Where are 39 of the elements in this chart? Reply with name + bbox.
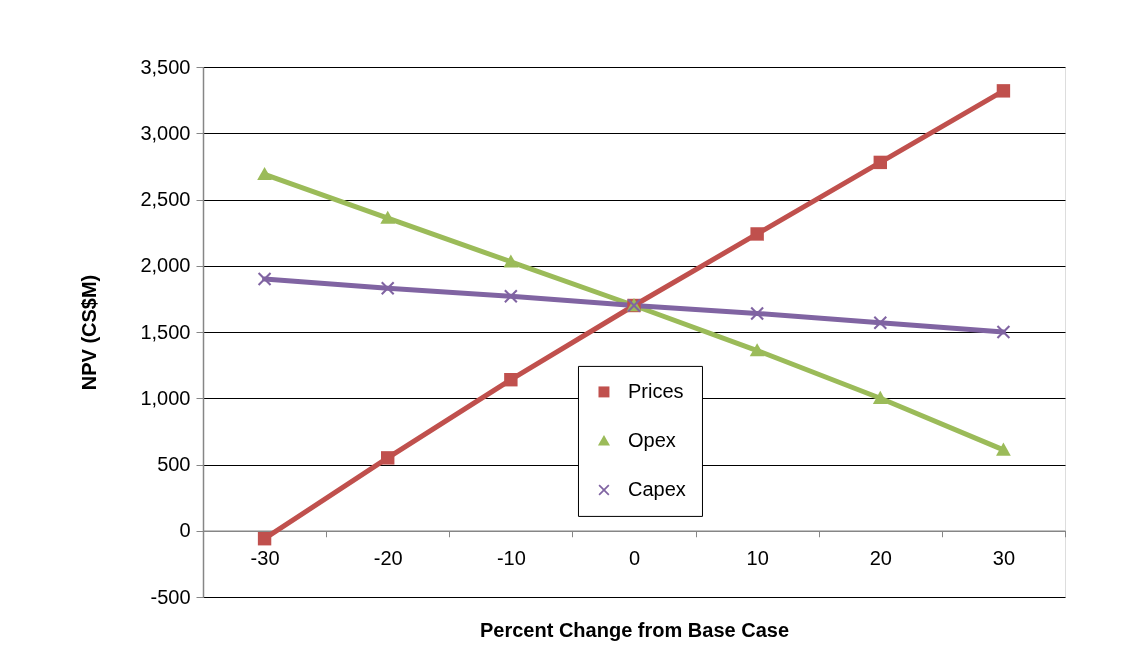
point xyxy=(996,84,1011,98)
legend-label: Capex xyxy=(627,477,686,500)
point xyxy=(996,442,1011,456)
point xyxy=(381,451,395,465)
point xyxy=(750,306,764,321)
y-tick-label: -500 xyxy=(150,585,191,608)
point xyxy=(504,372,518,387)
point xyxy=(872,390,888,404)
point xyxy=(504,289,518,303)
x-tick-label: 30 xyxy=(992,547,1016,570)
y-tick-label: 500 xyxy=(157,453,191,475)
y-tick-label: 3,000 xyxy=(140,121,191,144)
y-tick-label: 2,000 xyxy=(140,254,191,277)
point xyxy=(750,227,764,241)
point xyxy=(380,210,396,224)
point xyxy=(996,325,1011,339)
y-tick-label: 0 xyxy=(179,519,191,542)
point xyxy=(257,272,272,286)
legend-label: Prices xyxy=(627,379,684,402)
legend-label: Opex xyxy=(627,428,676,451)
y-tick-label: 1,000 xyxy=(140,386,191,409)
point xyxy=(257,531,272,546)
x-tick-label: 10 xyxy=(746,547,769,570)
y-tick-label: 3,500 xyxy=(140,55,191,78)
point xyxy=(873,316,887,330)
point xyxy=(381,281,395,295)
y-tick-label: 1,500 xyxy=(140,320,191,343)
x-tick-label: -20 xyxy=(373,547,403,570)
x-tick-label: 20 xyxy=(869,547,892,570)
x-tick-label: -10 xyxy=(496,547,526,570)
point xyxy=(503,254,519,268)
x-tick-label: -30 xyxy=(250,547,280,570)
x-axis-title: Percent Change from Base Case xyxy=(479,618,790,641)
point xyxy=(873,155,887,170)
y-axis-title: NPV (CS$M) xyxy=(78,274,101,391)
point xyxy=(257,166,272,181)
point xyxy=(749,343,765,357)
y-tick-label: 2,500 xyxy=(140,188,191,210)
x-tick-label: 0 xyxy=(628,547,641,570)
